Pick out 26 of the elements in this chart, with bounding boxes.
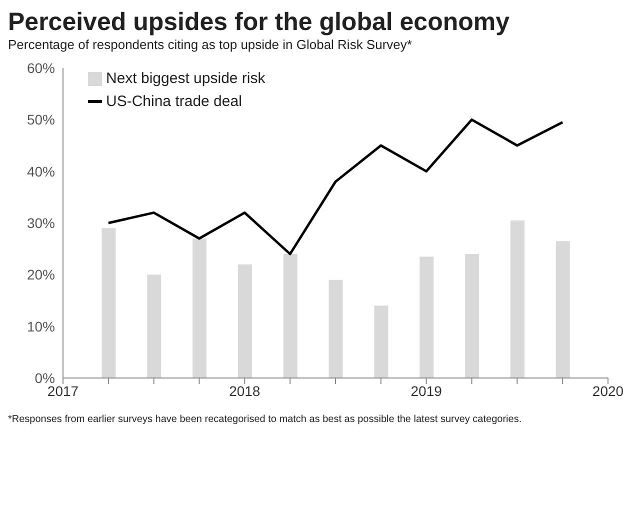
y-tick-label: 50% xyxy=(26,112,55,128)
x-tick-label: 2018 xyxy=(229,382,260,399)
y-tick-label: 40% xyxy=(26,163,55,180)
y-tick-label: 10% xyxy=(26,318,55,334)
bar xyxy=(192,238,207,378)
legend-label: US-China trade deal xyxy=(106,93,242,110)
bar xyxy=(147,274,162,378)
bar xyxy=(328,280,343,378)
y-tick-label: 60% xyxy=(26,60,55,76)
y-tick-label: 20% xyxy=(26,266,55,283)
bar xyxy=(510,220,524,378)
line-series xyxy=(107,118,564,256)
bar xyxy=(283,254,298,378)
legend-label: Next biggest upside risk xyxy=(106,70,266,87)
y-tick-label: 30% xyxy=(26,214,55,231)
chart-subtitle: Percentage of respondents citing as top upside in Global Risk Survey* xyxy=(8,37,413,52)
bar xyxy=(465,254,480,378)
chart-title: Perceived upsides for the global economy xyxy=(8,8,511,37)
text: *Responses from earlier surveys have been recategorised to match as best as possible the latest survey categories. xyxy=(8,414,523,425)
x-tick-label: 2019 xyxy=(410,382,442,399)
bar xyxy=(374,306,388,378)
bar xyxy=(238,264,252,378)
bar xyxy=(102,228,116,378)
bar xyxy=(420,256,434,378)
bar xyxy=(556,241,570,378)
x-tick-label: 2020 xyxy=(592,382,624,399)
